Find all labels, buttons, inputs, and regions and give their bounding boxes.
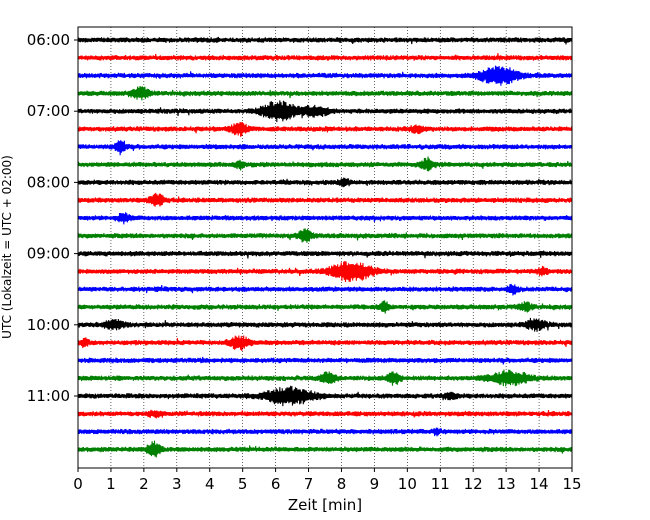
trace-row-9 [77,192,573,207]
x-tick-label: 2 [139,475,149,493]
trace-row-6 [77,140,573,156]
trace-row-15 [77,300,573,314]
x-tick-label: 0 [73,475,83,493]
x-tick-label: 9 [370,475,380,493]
trace-row-16 [77,317,573,332]
y-tick-label: 06:00 [27,31,70,49]
trace-row-8 [77,177,573,188]
trace-row-19 [77,369,573,387]
y-axis-label: UTC (Lokalzeit = UTC + 02:00) [0,155,14,339]
trace-row-21 [77,409,573,419]
y-tick-label: 10:00 [27,316,70,334]
x-tick-label: 4 [205,475,215,493]
x-tick-label: 5 [238,475,248,493]
traces [77,36,573,458]
trace-row-2 [77,65,573,86]
trace-row-7 [77,156,573,172]
y-tick-label: 07:00 [27,102,70,120]
trace-row-5 [77,121,573,137]
x-tick-label: 6 [271,475,281,493]
trace-row-11 [77,228,573,243]
trace-row-13 [77,260,573,282]
trace-row-18 [77,356,573,365]
trace-row-17 [77,335,573,352]
x-tick-label: 10 [398,475,417,493]
x-axis-ticks: 0 1 2 3 4 5 6 7 8 9 10 11 12 13 14 15 [73,468,582,493]
x-tick-label: 7 [304,475,314,493]
x-tick-label: 12 [464,475,483,493]
x-tick-label: 1 [106,475,116,493]
x-tick-label: 8 [337,475,347,493]
trace-row-10 [77,212,573,225]
trace-row-0 [77,36,573,45]
x-tick-label: 3 [172,475,182,493]
x-axis-label: Zeit [min] [288,496,362,514]
plot-frame [77,26,573,469]
trace-row-14 [77,283,573,296]
trace-row-4 [77,100,573,123]
trace-row-20 [77,385,573,407]
y-tick-label: 11:00 [27,387,70,405]
trace-row-12 [77,250,573,259]
trace-row-23 [77,440,573,458]
x-tick-label: 14 [530,475,549,493]
trace-row-3 [77,86,573,101]
y-axis-ticks: 06:00 07:00 08:00 09:00 10:00 11:00 [27,31,78,405]
y-tick-label: 09:00 [27,245,70,263]
x-tick-label: 15 [562,475,581,493]
x-tick-label: 11 [431,475,450,493]
y-tick-label: 08:00 [27,173,70,191]
trace-row-22 [77,427,573,437]
x-tick-label: 13 [497,475,516,493]
trace-row-1 [77,53,573,61]
